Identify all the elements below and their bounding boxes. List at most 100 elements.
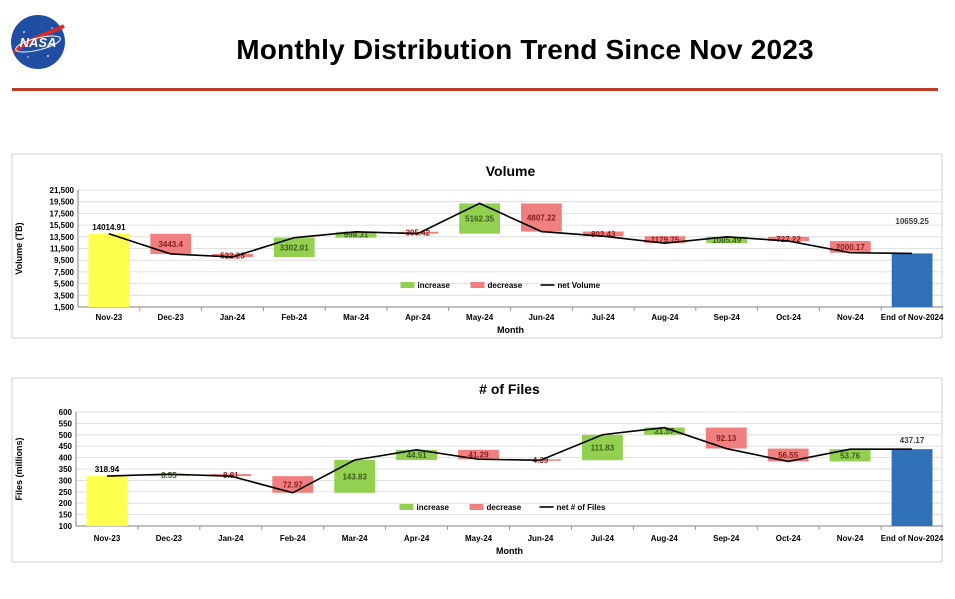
- title-divider: [12, 88, 938, 91]
- change-value-label: 56.55: [778, 451, 799, 460]
- change-value-label: 3302.01: [280, 243, 309, 252]
- x-tick-label: Jul-24: [592, 313, 616, 322]
- net-line: [108, 202, 913, 258]
- legend-label: net # of Files: [557, 503, 606, 512]
- y-tick-label: 500: [59, 431, 73, 440]
- y-tick-label: 550: [59, 419, 73, 428]
- legend-label: increase: [417, 503, 450, 512]
- x-tick-label: Dec-23: [156, 534, 183, 543]
- legend-swatch: [470, 282, 485, 288]
- change-value-label: 111.83: [591, 444, 615, 453]
- decrease-bar: [212, 253, 253, 257]
- y-tick-label: 450: [59, 442, 73, 451]
- x-tick-label: Nov-23: [94, 534, 121, 543]
- x-tick-label: Aug-24: [651, 313, 679, 322]
- x-tick-label: Aug-24: [651, 534, 679, 543]
- start-value-label: 14014.91: [92, 223, 126, 232]
- net-line: [106, 426, 913, 494]
- decrease-bar: [210, 474, 252, 477]
- end-bar: [891, 253, 933, 307]
- increase-bar: [706, 236, 748, 244]
- x-tick-label: Jul-24: [591, 534, 615, 543]
- x-tick-label: May-24: [466, 313, 494, 322]
- x-tick-label: Nov-23: [96, 313, 123, 322]
- change-value-label: 92.13: [716, 434, 737, 443]
- change-value-label: 522.23: [220, 251, 245, 260]
- x-tick-label: Sep-24: [713, 534, 740, 543]
- y-tick-label: 5,500: [54, 280, 75, 289]
- x-tick-label: Mar-24: [342, 534, 368, 543]
- decrease-bar: [767, 448, 809, 462]
- page-title: Monthly Distribution Trend Since Nov 202…: [236, 34, 814, 65]
- chart-frame: [11, 377, 943, 563]
- x-tick-label: Sep-24: [714, 313, 741, 322]
- y-tick-label: 150: [59, 511, 73, 520]
- change-value-label: 998.31: [344, 231, 369, 240]
- decrease-bar: [705, 427, 747, 449]
- y-tick-label: 15,500: [50, 221, 75, 230]
- change-value-label: 41.29: [469, 451, 490, 460]
- decrease-bar: [272, 476, 314, 493]
- decrease-bar: [829, 241, 871, 253]
- legend-label: decrease: [488, 281, 523, 290]
- y-tick-label: 7,500: [54, 268, 75, 277]
- x-tick-label: Feb-24: [280, 534, 306, 543]
- x-tick-label: Apr-24: [405, 313, 431, 322]
- y-axis-label: Files (millions): [14, 437, 24, 500]
- x-tick-label: Jan-24: [220, 313, 246, 322]
- change-value-label: 727.22: [776, 235, 801, 244]
- x-tick-label: Nov-24: [837, 313, 864, 322]
- decrease-bar: [458, 449, 499, 460]
- change-value-label: 802.43: [591, 230, 616, 239]
- y-tick-label: 350: [59, 465, 73, 474]
- y-tick-label: 100: [59, 522, 73, 531]
- decrease-bar: [582, 231, 624, 237]
- change-value-label: 72.97: [283, 480, 304, 489]
- end-value-label: 10659.25: [895, 217, 929, 226]
- y-tick-label: 200: [59, 499, 73, 508]
- end-bar: [891, 449, 933, 526]
- change-value-label: 8.55: [161, 471, 177, 480]
- volume-chart: Volume 1,500 3,500 5,500 7,500 9,500 11,500 13,…: [11, 153, 944, 339]
- increase-bar: [335, 231, 377, 238]
- y-tick-label: 9,500: [54, 256, 75, 265]
- x-tick-label: Jun-24: [528, 534, 554, 543]
- x-tick-label: Dec-23: [158, 313, 185, 322]
- start-value-label: 318.94: [95, 465, 120, 474]
- chart-title: Volume: [486, 163, 536, 179]
- change-value-label: 1085.49: [712, 236, 741, 245]
- x-tick-label: Oct-24: [776, 534, 801, 543]
- files-chart: # of Files 100 150 200 250 300 350 400 450 500 550…: [11, 377, 944, 563]
- end-value-label: 437.17: [900, 436, 925, 445]
- change-value-label: 5162.35: [465, 215, 494, 224]
- x-tick-label: Nov-24: [837, 534, 864, 543]
- x-tick-label: Jun-24: [528, 313, 554, 322]
- increase-bar: [829, 449, 871, 462]
- y-tick-label: 17,500: [50, 209, 75, 218]
- y-tick-label: 19,500: [50, 198, 75, 207]
- change-value-label: 3443.4: [158, 240, 183, 249]
- increase-bar: [459, 203, 500, 234]
- decrease-bar: [521, 203, 562, 232]
- decrease-bar: [397, 231, 439, 234]
- increase-bar: [148, 474, 190, 477]
- increase-bar: [396, 449, 438, 460]
- y-tick-label: 250: [59, 488, 73, 497]
- y-axis-label: Volume (TB): [14, 222, 24, 274]
- change-value-label: 44.51: [407, 451, 428, 460]
- legend-label: net Volume: [558, 281, 601, 290]
- y-tick-label: 3,500: [54, 291, 75, 300]
- x-tick-label: Apr-24: [404, 534, 430, 543]
- change-value-label: 31.57: [654, 427, 675, 436]
- x-tick-label: End of Nov-2024: [881, 313, 944, 322]
- increase-bar: [643, 427, 685, 435]
- change-value-label: 143.83: [342, 472, 367, 481]
- y-tick-label: 11,500: [50, 245, 75, 254]
- change-value-label: 53.76: [840, 451, 861, 460]
- x-tick-label: May-24: [465, 534, 493, 543]
- chart-title: # of Files: [479, 381, 540, 397]
- y-tick-label: 400: [59, 454, 73, 463]
- x-tick-label: Oct-24: [776, 313, 801, 322]
- legend-label: increase: [418, 281, 451, 290]
- x-tick-label: End of Nov-2024: [881, 534, 944, 543]
